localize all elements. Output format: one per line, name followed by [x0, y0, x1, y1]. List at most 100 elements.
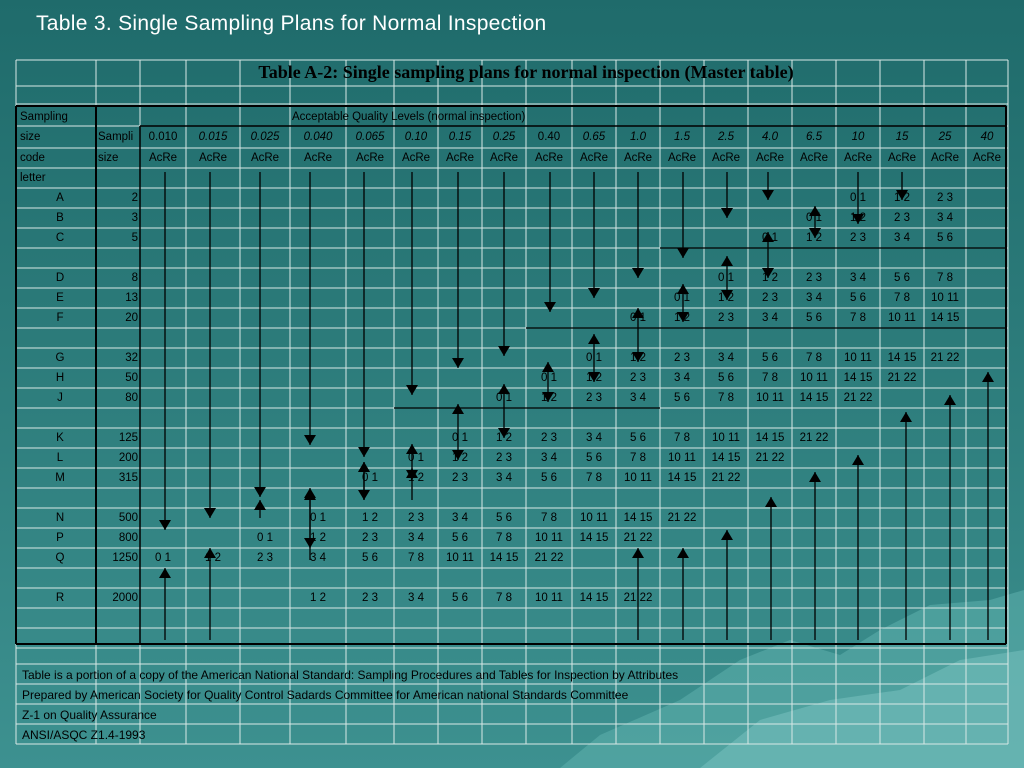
arrow-down-icon: [304, 519, 316, 548]
code-letter: J: [57, 392, 63, 404]
aql-level: 25: [938, 131, 952, 143]
acre-value: 5 6: [452, 532, 468, 544]
acre-value: 3 4: [762, 312, 778, 324]
sample-size: 200: [118, 452, 138, 464]
acre-value: 5 6: [806, 312, 822, 324]
acre-value: 7 8: [541, 512, 557, 524]
acre-value: 3 4: [452, 512, 468, 524]
acre-value: 2 3: [257, 552, 273, 564]
acre-value: 10 11: [888, 312, 916, 324]
acre-value: 10 11: [931, 292, 959, 304]
acre-value: 0 1: [850, 192, 866, 204]
arrow-down-icon: [452, 172, 464, 368]
sample-size: 2000: [112, 592, 138, 604]
acre-value: 21 22: [711, 472, 741, 484]
acre-value: 2 3: [674, 352, 690, 364]
acre-value: 5 6: [586, 452, 602, 464]
arrow-up-icon: [406, 444, 418, 462]
acre-value: 3 4: [937, 212, 953, 224]
acre-value: 0 1: [541, 372, 557, 384]
arrow-up-icon: [358, 462, 370, 481]
acre-value: 2 3: [630, 372, 646, 384]
acre-value: 0 1: [408, 452, 424, 464]
acre-value: 10 11: [446, 552, 474, 564]
code-letter: P: [56, 532, 64, 544]
acre-label: AcRe: [198, 152, 228, 164]
acre-value: 14 15: [930, 312, 960, 324]
acre-label: AcRe: [303, 152, 333, 164]
acre-value: 21 22: [534, 552, 564, 564]
aql-level: 1.5: [674, 131, 690, 143]
acre-value: 3 4: [718, 352, 734, 364]
aql-heading: Acceptable Quality Levels (normal inspec…: [292, 111, 526, 123]
aql-level: 0.40: [537, 131, 561, 143]
acre-value: 1 2: [310, 532, 326, 544]
acre-value: 2 3: [452, 472, 468, 484]
acre-value: 3 4: [630, 392, 646, 404]
aql-level: 0.25: [492, 131, 516, 143]
acre-label: AcRe: [799, 152, 829, 164]
sample-size: 2: [131, 192, 138, 204]
acre-value: 10 11: [668, 452, 696, 464]
acre-label: AcRe: [843, 152, 873, 164]
acre-value: 0 1: [496, 392, 512, 404]
acre-value: 10 11: [712, 432, 740, 444]
acre-value: 0 1: [257, 532, 273, 544]
arrow-down-icon: [204, 172, 216, 518]
acre-value: 3 4: [850, 272, 866, 284]
acre-value: 2 3: [762, 292, 778, 304]
arrow-up-icon: [204, 548, 216, 640]
acre-label: AcRe: [579, 152, 609, 164]
acre-value: 1 2: [762, 272, 778, 284]
acre-value: 0 1: [630, 312, 646, 324]
arrow-down-icon: [852, 172, 864, 224]
code-letter: K: [56, 432, 64, 444]
sample-size: 3: [131, 212, 138, 224]
arrow-up-icon: [721, 530, 733, 640]
arrow-up-icon: [254, 500, 266, 518]
code-letter: A: [56, 192, 64, 204]
aql-level: 0.040: [303, 131, 333, 143]
aql-level: 15: [895, 131, 909, 143]
arrow-down-icon: [544, 172, 556, 312]
acre-value: 7 8: [674, 432, 690, 444]
arrow-down-icon: [542, 382, 554, 402]
acre-value: 0 1: [586, 352, 602, 364]
arrow-down-icon: [762, 172, 774, 200]
arrow-down-icon: [762, 255, 774, 278]
acre-value: 7 8: [762, 372, 778, 384]
arrow-up-icon: [982, 372, 994, 640]
acre-value: 14 15: [579, 532, 609, 544]
acre-value: 3 4: [310, 552, 326, 564]
acre-value: 10 11: [535, 532, 563, 544]
sample-size: 8: [131, 272, 138, 284]
acre-label: AcRe: [355, 152, 385, 164]
arrow-down-icon: [452, 432, 464, 460]
acre-value: 3 4: [894, 232, 910, 244]
acre-value: 7 8: [894, 292, 910, 304]
arrow-down-icon: [632, 335, 644, 362]
acre-value: 2 3: [541, 432, 557, 444]
acre-value: 3 4: [541, 452, 557, 464]
slide-title: Table 3. Single Sampling Plans for Norma…: [36, 12, 547, 35]
aql-level: 0.10: [404, 131, 428, 143]
acre-value: 1 2: [310, 592, 326, 604]
acre-label: AcRe: [930, 152, 960, 164]
acre-value: 3 4: [408, 592, 424, 604]
aql-level: 2.5: [718, 131, 734, 143]
acre-value: 10 11: [756, 392, 784, 404]
arrow-up-icon: [944, 395, 956, 640]
sample-size: 5: [131, 232, 138, 244]
acre-value: 2 3: [806, 272, 822, 284]
acre-value: 1 2: [894, 192, 910, 204]
arrow-up-icon: [542, 362, 554, 382]
sample-size: 50: [125, 372, 138, 384]
acre-value: 7 8: [496, 532, 512, 544]
arrow-up-icon: [721, 256, 733, 278]
acre-value: 14 15: [843, 372, 873, 384]
footnote-3: Z-1 on Quality Assurance: [22, 708, 157, 722]
code-letter: N: [55, 512, 65, 524]
footnote-1: Table is a portion of a copy of the Amer…: [22, 668, 679, 682]
acre-value: 1 2: [718, 292, 734, 304]
